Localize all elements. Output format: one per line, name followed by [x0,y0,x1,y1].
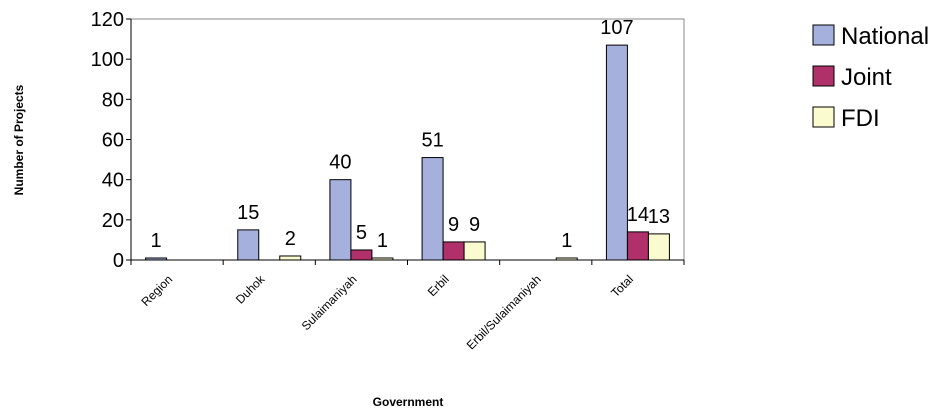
y-tick-label: 20 [102,210,124,232]
plot-area: 0 20 40 60 80 100 120 Region Duhok Sulaimaniyah Er… [91,9,685,352]
x-tick-label: Total [608,272,636,300]
bar-joint [626,231,649,261]
bar-national [329,179,352,261]
legend-label-national: National [841,23,929,50]
data-label: 9 [448,214,459,236]
y-tick-label: 100 [91,49,124,71]
data-label: 1 [561,230,572,252]
x-tick-label: Erbil [425,272,452,299]
x-tick-label: Sulaimaniyah [299,272,360,333]
data-label: 5 [356,222,367,244]
bar-fdi [279,255,302,261]
legend-label-fdi: FDI [841,105,880,132]
bar-fdi [463,241,486,261]
y-tick-label: 80 [102,89,124,111]
y-tick-label: 120 [91,9,124,31]
data-label: 1 [377,230,388,252]
x-tick-label: Duhok [233,272,268,307]
legend-swatch-fdi [812,106,835,128]
data-label: 107 [600,17,633,39]
data-label: 2 [285,228,296,250]
bar-fdi [371,257,394,261]
data-label: 51 [421,130,443,152]
legend: National Joint FDI [805,11,945,146]
bar-national [145,257,168,261]
data-label: 9 [469,214,480,236]
x-axis-title: Government [373,395,444,409]
x-tick-label: Erbil/Sulaimaniyah [464,272,544,352]
data-label: 14 [627,204,649,226]
bar-fdi [555,257,578,261]
data-label: 13 [648,206,670,228]
bar-national [605,44,628,261]
legend-label-joint: Joint [841,64,892,91]
data-label: 1 [151,230,162,252]
legend-swatch-joint [812,65,835,87]
y-tick-label: 60 [102,130,124,152]
data-label: 15 [237,202,259,224]
bar-national [237,229,260,261]
data-label: 40 [329,152,351,174]
bar-national [421,157,444,261]
y-tick-label: 0 [113,250,124,272]
bar-joint [442,241,465,261]
legend-swatch-national [812,24,835,46]
y-axis-title: Number of Projects [12,84,26,195]
plot-frame [130,18,685,261]
bar-joint [350,249,373,261]
bar-fdi [647,233,670,261]
x-tick-label: Region [138,272,175,309]
y-tick-label: 40 [102,170,124,192]
